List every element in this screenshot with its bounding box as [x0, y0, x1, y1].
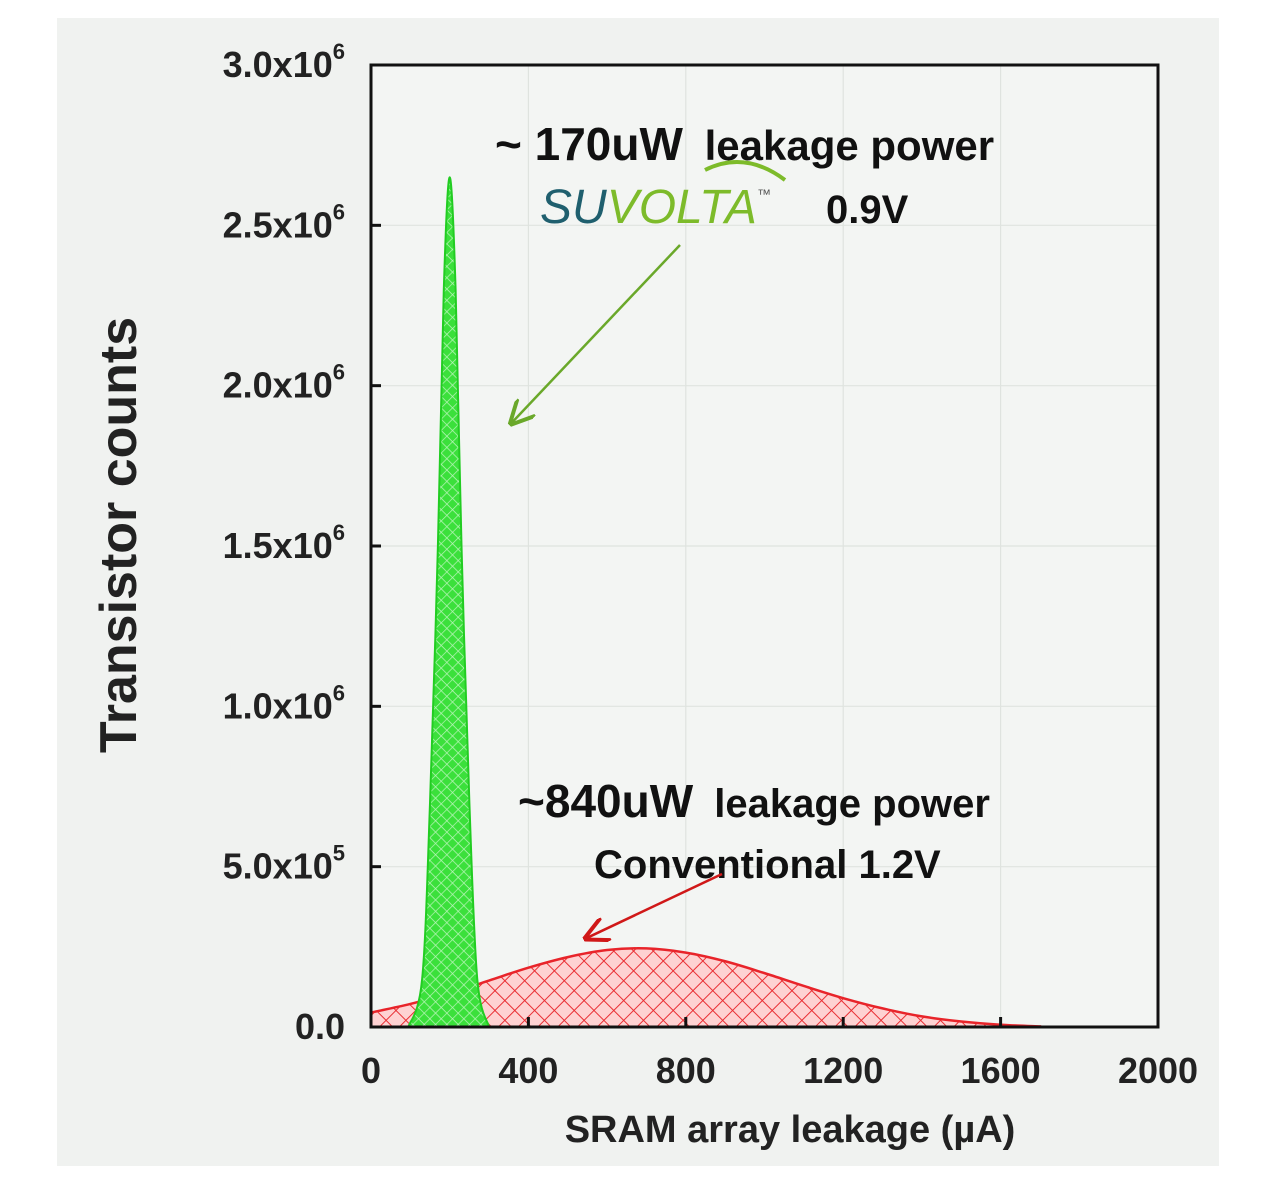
suvolta-logo-volta: VOLTA — [607, 181, 757, 234]
suvolta-power-annotation: ~ 170uW leakage power — [495, 118, 994, 170]
conventional-power-value: ~840uW — [518, 775, 694, 827]
suvolta-logo-tm: ™ — [757, 186, 771, 202]
y-tick-label: 1.0x106 — [223, 680, 345, 726]
x-tick-label: 2000 — [1118, 1050, 1198, 1091]
y-axis: 0.0 5.0x105 1.0x106 1.5x106 2.0x106 2.5x106 3.… — [223, 39, 381, 1047]
x-tick-label: 1600 — [961, 1050, 1041, 1091]
suvolta-logo-su: SU — [540, 181, 607, 234]
suvolta-logo: SUVOLTA™ 0.9V — [540, 160, 909, 234]
x-tick-label: 400 — [498, 1050, 558, 1091]
x-tick-label: 1200 — [803, 1050, 883, 1091]
x-axis: 0 400 800 1200 1600 2000 — [361, 1017, 1198, 1091]
y-tick-label: 3.0x106 — [223, 39, 345, 85]
suvolta-power-label: leakage power — [705, 122, 994, 169]
y-tick-label: 1.5x106 — [223, 520, 345, 566]
y-tick-label: 5.0x105 — [223, 841, 345, 887]
y-tick-label: 2.0x106 — [223, 360, 345, 406]
y-tick-label: 0.0 — [295, 1006, 345, 1047]
x-axis-title: SRAM array leakage (µA) — [565, 1109, 1016, 1151]
x-tick-label: 800 — [656, 1050, 716, 1091]
conventional-power-annotation: ~840uW leakage power — [518, 775, 990, 827]
y-axis-title: Transistor counts — [90, 317, 148, 753]
conventional-series-label: Conventional 1.2V — [594, 843, 941, 887]
conventional-arrow — [586, 872, 723, 938]
x-tick-label: 0 — [361, 1050, 381, 1091]
series-area-suvolta — [407, 176, 491, 1027]
suvolta-voltage: 0.9V — [826, 188, 909, 232]
suvolta-logo-swoosh — [704, 160, 787, 182]
conventional-power-label: leakage power — [714, 782, 990, 826]
svg-text:SUVOLTA™: SUVOLTA™ — [540, 181, 771, 234]
y-tick-label: 2.5x106 — [223, 199, 345, 245]
grid — [371, 65, 1158, 1027]
suvolta-arrow — [511, 244, 681, 423]
suvolta-power-value: ~ 170uW — [495, 118, 683, 170]
series-area-conventional — [371, 947, 1042, 1027]
